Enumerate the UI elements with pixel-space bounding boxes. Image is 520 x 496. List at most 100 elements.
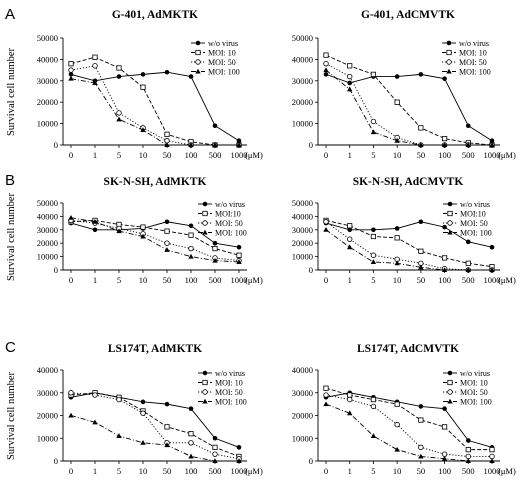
data-point <box>442 406 447 411</box>
x-tick-label: 1 <box>348 466 352 476</box>
data-point <box>370 433 377 438</box>
data-point <box>465 142 471 147</box>
data-point <box>236 252 242 258</box>
series-line <box>70 221 240 248</box>
data-point <box>447 201 453 207</box>
series-2 <box>68 217 242 258</box>
x-tick-label: 5 <box>117 466 121 476</box>
data-point <box>347 227 353 233</box>
data-point <box>188 406 194 411</box>
legend-item: MOI:10 <box>198 210 241 219</box>
data-point <box>195 40 201 46</box>
data-point <box>202 220 208 226</box>
panel-letter: B <box>5 172 15 189</box>
data-point <box>370 129 377 135</box>
data-point <box>323 67 329 73</box>
legend-label: MOI: 100 <box>215 398 247 407</box>
x-tick-label: 1 <box>93 275 97 285</box>
x-tick-label: 0 <box>324 275 328 285</box>
data-point <box>418 125 424 131</box>
series-line <box>70 392 240 460</box>
data-point <box>164 424 170 430</box>
data-point <box>442 224 447 230</box>
data-point <box>116 433 122 438</box>
series-line <box>325 221 492 271</box>
data-point <box>188 223 194 229</box>
y-tick-label: 0 <box>54 140 58 150</box>
data-point <box>347 80 353 86</box>
y-tick-label: 50000 <box>292 198 313 208</box>
data-point <box>164 69 170 75</box>
legend-label: w/o virus <box>208 39 238 48</box>
x-unit-label: (μM) <box>498 275 516 285</box>
legend-label: MOI: 100 <box>459 68 491 77</box>
y-tick-label: 40000 <box>292 211 313 221</box>
data-point <box>489 142 495 147</box>
data-point <box>465 123 471 129</box>
y-tick-label: 0 <box>309 140 313 150</box>
x-tick-label: 500 <box>462 150 475 160</box>
data-point <box>394 235 400 241</box>
data-point <box>465 239 471 245</box>
x-tick-label: 1 <box>93 466 97 476</box>
data-point <box>68 67 74 73</box>
x-tick-label: 0 <box>324 466 328 476</box>
data-point <box>68 72 74 77</box>
data-point <box>447 389 453 395</box>
data-point <box>418 404 424 409</box>
legend-item: MOI: 100 <box>191 68 240 77</box>
x-tick-label: 500 <box>209 275 222 285</box>
series-4 <box>323 67 495 147</box>
data-point <box>371 227 376 233</box>
data-point <box>370 71 377 77</box>
data-point <box>68 214 74 220</box>
data-point <box>418 72 424 77</box>
series-line <box>70 217 240 263</box>
data-point <box>164 228 170 234</box>
data-point <box>92 63 98 69</box>
x-tick-label: 500 <box>462 275 475 285</box>
y-tick-label: 30000 <box>37 225 58 235</box>
legend-label: MOI: 50 <box>459 58 487 67</box>
legend-label: MOI: 10 <box>208 49 236 58</box>
series-line <box>325 403 492 462</box>
legend-item: MOI: 50 <box>191 58 236 67</box>
y-tick-label: 10000 <box>37 119 58 129</box>
data-point <box>441 142 448 147</box>
data-point <box>68 61 74 67</box>
series-3 <box>68 390 242 462</box>
series-line <box>325 392 493 448</box>
data-point <box>418 417 424 423</box>
legend-item: MOI: 100 <box>198 398 247 407</box>
data-point <box>447 220 453 226</box>
data-point <box>446 68 452 74</box>
chart-panel: SK-N-SH, AdCMVTK010000200003000040000500… <box>292 176 516 285</box>
series-line <box>325 387 492 451</box>
data-point <box>441 451 448 457</box>
x-unit-label: (μM) <box>245 150 263 160</box>
data-point <box>92 419 98 425</box>
data-point <box>323 52 329 58</box>
x-tick-label: 0 <box>69 150 73 160</box>
x-tick-label: 1000 <box>484 150 501 160</box>
series-2 <box>323 217 495 270</box>
x-tick-label: 50 <box>163 466 172 476</box>
y-tick-label: 50000 <box>37 198 58 208</box>
data-point <box>489 447 495 453</box>
legend-item: MOI: 10 <box>443 379 488 388</box>
y-tick-label: 30000 <box>292 225 313 235</box>
data-point <box>465 267 471 272</box>
y-tick-label: 0 <box>54 456 58 466</box>
legend-item: MOI: 50 <box>443 219 488 228</box>
data-point <box>212 435 218 441</box>
legend-item: w/o virus <box>198 200 245 209</box>
data-point <box>370 403 377 410</box>
x-unit-label: (μM) <box>245 466 263 476</box>
legend-label: MOI: 100 <box>460 398 492 407</box>
x-tick-label: 50 <box>163 150 172 160</box>
chart-panel: LS174T, AdCMVTK 0 10000 20000 30000 40000 0 1 5 1… <box>292 343 516 476</box>
data-point <box>394 99 400 105</box>
data-point <box>370 118 377 125</box>
y-tick-label: 10000 <box>292 119 313 129</box>
